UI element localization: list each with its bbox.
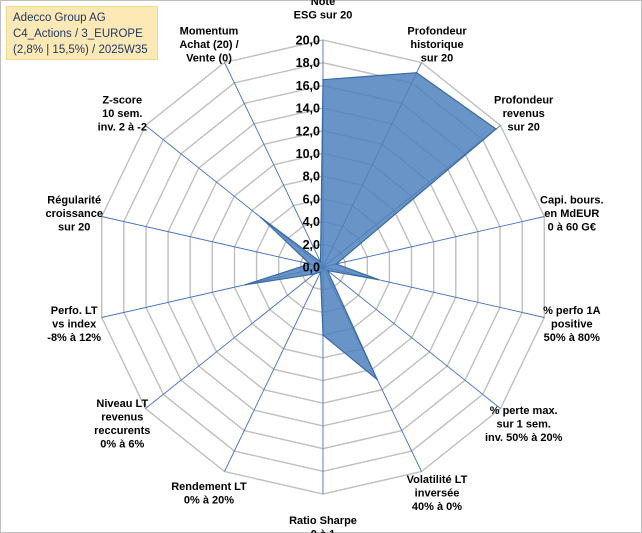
tick-label-8: 16,0 bbox=[296, 79, 320, 93]
data-point-8 bbox=[319, 271, 322, 273]
data-point-5 bbox=[326, 269, 329, 272]
data-point-10 bbox=[244, 283, 247, 286]
tick-label-10: 20,0 bbox=[296, 34, 320, 48]
axis-label-6: Volatilité LT inversée 40% à 0% bbox=[407, 474, 468, 513]
axis-label-13: Momentum Achat (20) / Vente (0) bbox=[179, 25, 238, 64]
axis-label-10: Perfo. LT vs index -8% à 12% bbox=[47, 305, 101, 344]
axis-label-7: Ratio Sharpe0 à 1 bbox=[289, 515, 357, 533]
axis-label-8: Rendement LT 0% à 20% bbox=[171, 481, 247, 507]
data-point-0 bbox=[322, 78, 324, 81]
radar-tick-labels: 0,0 2,0 4,0 6,0 8,0 10,0 12,0 14,0 16,0 18,0 20,0 bbox=[296, 34, 320, 275]
tick-label-3: 6,0 bbox=[303, 192, 320, 206]
spoke-5 bbox=[322, 266, 501, 409]
axis-label-11: Régularité croissance sur 20 bbox=[45, 194, 102, 233]
radar-axis-labels: Note ESG sur 20 Profondeur historique sur 20… bbox=[45, 0, 603, 533]
tick-label-1: 2,0 bbox=[303, 238, 320, 252]
data-point-1 bbox=[415, 71, 418, 74]
title-line-2: C4_Actions / 3_EUROPE bbox=[13, 28, 143, 40]
data-point-6 bbox=[376, 378, 379, 381]
data-point-2 bbox=[495, 128, 497, 130]
axis-label-0: Note ESG sur 20 bbox=[294, 0, 353, 22]
tick-label-0: 0,0 bbox=[303, 261, 320, 275]
axis-label-12: Z-score 10 sem. inv. 2 à -2 bbox=[98, 95, 147, 134]
spoke-13 bbox=[224, 62, 324, 268]
axis-label-5: % perte max. sur 1 sem. inv. 50% à 20% bbox=[485, 405, 563, 444]
data-point-3 bbox=[335, 263, 338, 265]
radar-series bbox=[244, 71, 497, 381]
data-point-13 bbox=[319, 261, 322, 263]
tick-label-2: 4,0 bbox=[303, 215, 320, 229]
title-line-3: (2,8% | 15,5%) / 2025W35 bbox=[13, 44, 148, 56]
data-point-4 bbox=[377, 278, 380, 281]
axis-label-3: Capi. bours. en MdEUR 0 à 60 G€ bbox=[540, 194, 604, 233]
title-line-1: Adecco Group AG bbox=[13, 12, 106, 24]
data-point-7 bbox=[322, 334, 324, 336]
spoke-3 bbox=[322, 216, 545, 268]
tick-label-5: 10,0 bbox=[296, 147, 320, 161]
axis-label-9: Niveau LT revenus reccurents 0% à 6% bbox=[94, 398, 150, 451]
spoke-11 bbox=[101, 216, 324, 268]
data-point-12 bbox=[260, 216, 262, 219]
spoke-9 bbox=[145, 266, 324, 409]
axis-label-4: % perfo 1A positive 50% à 80% bbox=[543, 305, 601, 344]
series-area bbox=[245, 72, 497, 380]
tick-label-9: 18,0 bbox=[296, 56, 320, 70]
tick-label-7: 14,0 bbox=[296, 102, 320, 116]
data-point-9 bbox=[313, 273, 315, 275]
axis-label-2: Profondeur revenus sur 20 bbox=[494, 95, 554, 134]
spoke-8 bbox=[224, 266, 324, 472]
tick-label-6: 12,0 bbox=[296, 124, 320, 138]
axis-label-1: Profondeur historique sur 20 bbox=[407, 25, 467, 64]
tick-label-4: 8,0 bbox=[303, 170, 320, 184]
data-point-11 bbox=[308, 263, 311, 265]
chart-title-box: Adecco Group AG C4_Actions / 3_EUROPE (2… bbox=[6, 6, 158, 60]
